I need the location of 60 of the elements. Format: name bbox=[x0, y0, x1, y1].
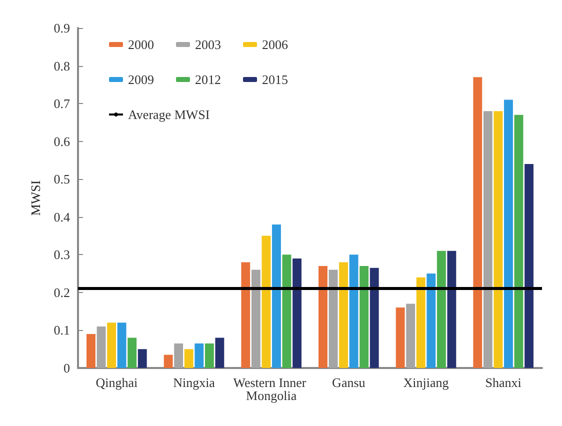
bar bbox=[282, 254, 292, 368]
bar bbox=[194, 343, 204, 368]
bar bbox=[86, 334, 96, 368]
bar bbox=[483, 111, 492, 368]
y-axis-title: MWSI bbox=[28, 180, 43, 216]
legend-label: 2015 bbox=[262, 72, 288, 87]
bar bbox=[164, 354, 173, 368]
legend-label: 2009 bbox=[128, 72, 154, 87]
bar bbox=[436, 250, 446, 368]
bar bbox=[215, 338, 224, 368]
bar bbox=[524, 164, 534, 368]
bar bbox=[272, 224, 281, 368]
legend-label: 2000 bbox=[128, 37, 154, 52]
bar bbox=[504, 100, 513, 368]
bar bbox=[328, 270, 338, 368]
x-tick-label: Qinghai bbox=[96, 375, 138, 390]
x-tick-label: Xinjiang bbox=[403, 375, 450, 390]
bar bbox=[426, 274, 436, 368]
y-tick-label: 0.6 bbox=[54, 134, 70, 149]
bar bbox=[107, 322, 116, 368]
bar bbox=[204, 343, 214, 368]
bar bbox=[96, 326, 106, 368]
legend-label: Average MWSI bbox=[128, 107, 210, 122]
x-tick-label: Western Inner Mongolia bbox=[233, 375, 310, 403]
bar bbox=[174, 343, 184, 368]
y-tick-label: 0.2 bbox=[54, 284, 70, 300]
legend-label: 2006 bbox=[262, 37, 288, 52]
y-tick-label: 0.5 bbox=[54, 172, 70, 187]
bar bbox=[416, 277, 426, 368]
bar bbox=[138, 349, 147, 368]
bar bbox=[241, 262, 250, 368]
bar bbox=[128, 338, 137, 368]
y-tick-label: 0.1 bbox=[54, 322, 70, 338]
legend-label: 2012 bbox=[195, 72, 221, 87]
bar bbox=[406, 304, 416, 368]
y-tick-label: 0.8 bbox=[54, 58, 70, 74]
bar bbox=[292, 258, 302, 368]
y-tick-label: 0.3 bbox=[54, 247, 70, 262]
x-tick-label: Ningxia bbox=[173, 375, 216, 390]
y-tick-label: 0.7 bbox=[54, 96, 70, 112]
bar bbox=[262, 236, 271, 368]
bar bbox=[349, 254, 358, 368]
bar bbox=[184, 349, 194, 368]
y-tick-label: 0.9 bbox=[54, 20, 70, 36]
bar bbox=[251, 270, 260, 368]
y-tick-label: 0 bbox=[64, 360, 70, 376]
x-tick-label: Gansu bbox=[332, 375, 366, 390]
bar bbox=[447, 250, 456, 368]
bar bbox=[370, 268, 379, 368]
bar bbox=[473, 77, 482, 368]
bar bbox=[396, 308, 405, 368]
x-tick-label: Shanxi bbox=[485, 375, 522, 390]
bar bbox=[117, 322, 126, 368]
bar bbox=[360, 266, 369, 368]
bar bbox=[318, 266, 328, 368]
legend-label: 2003 bbox=[195, 37, 221, 52]
bar bbox=[494, 111, 503, 368]
bar bbox=[514, 114, 524, 368]
y-tick-label: 0.4 bbox=[54, 209, 70, 224]
bar bbox=[339, 262, 348, 368]
